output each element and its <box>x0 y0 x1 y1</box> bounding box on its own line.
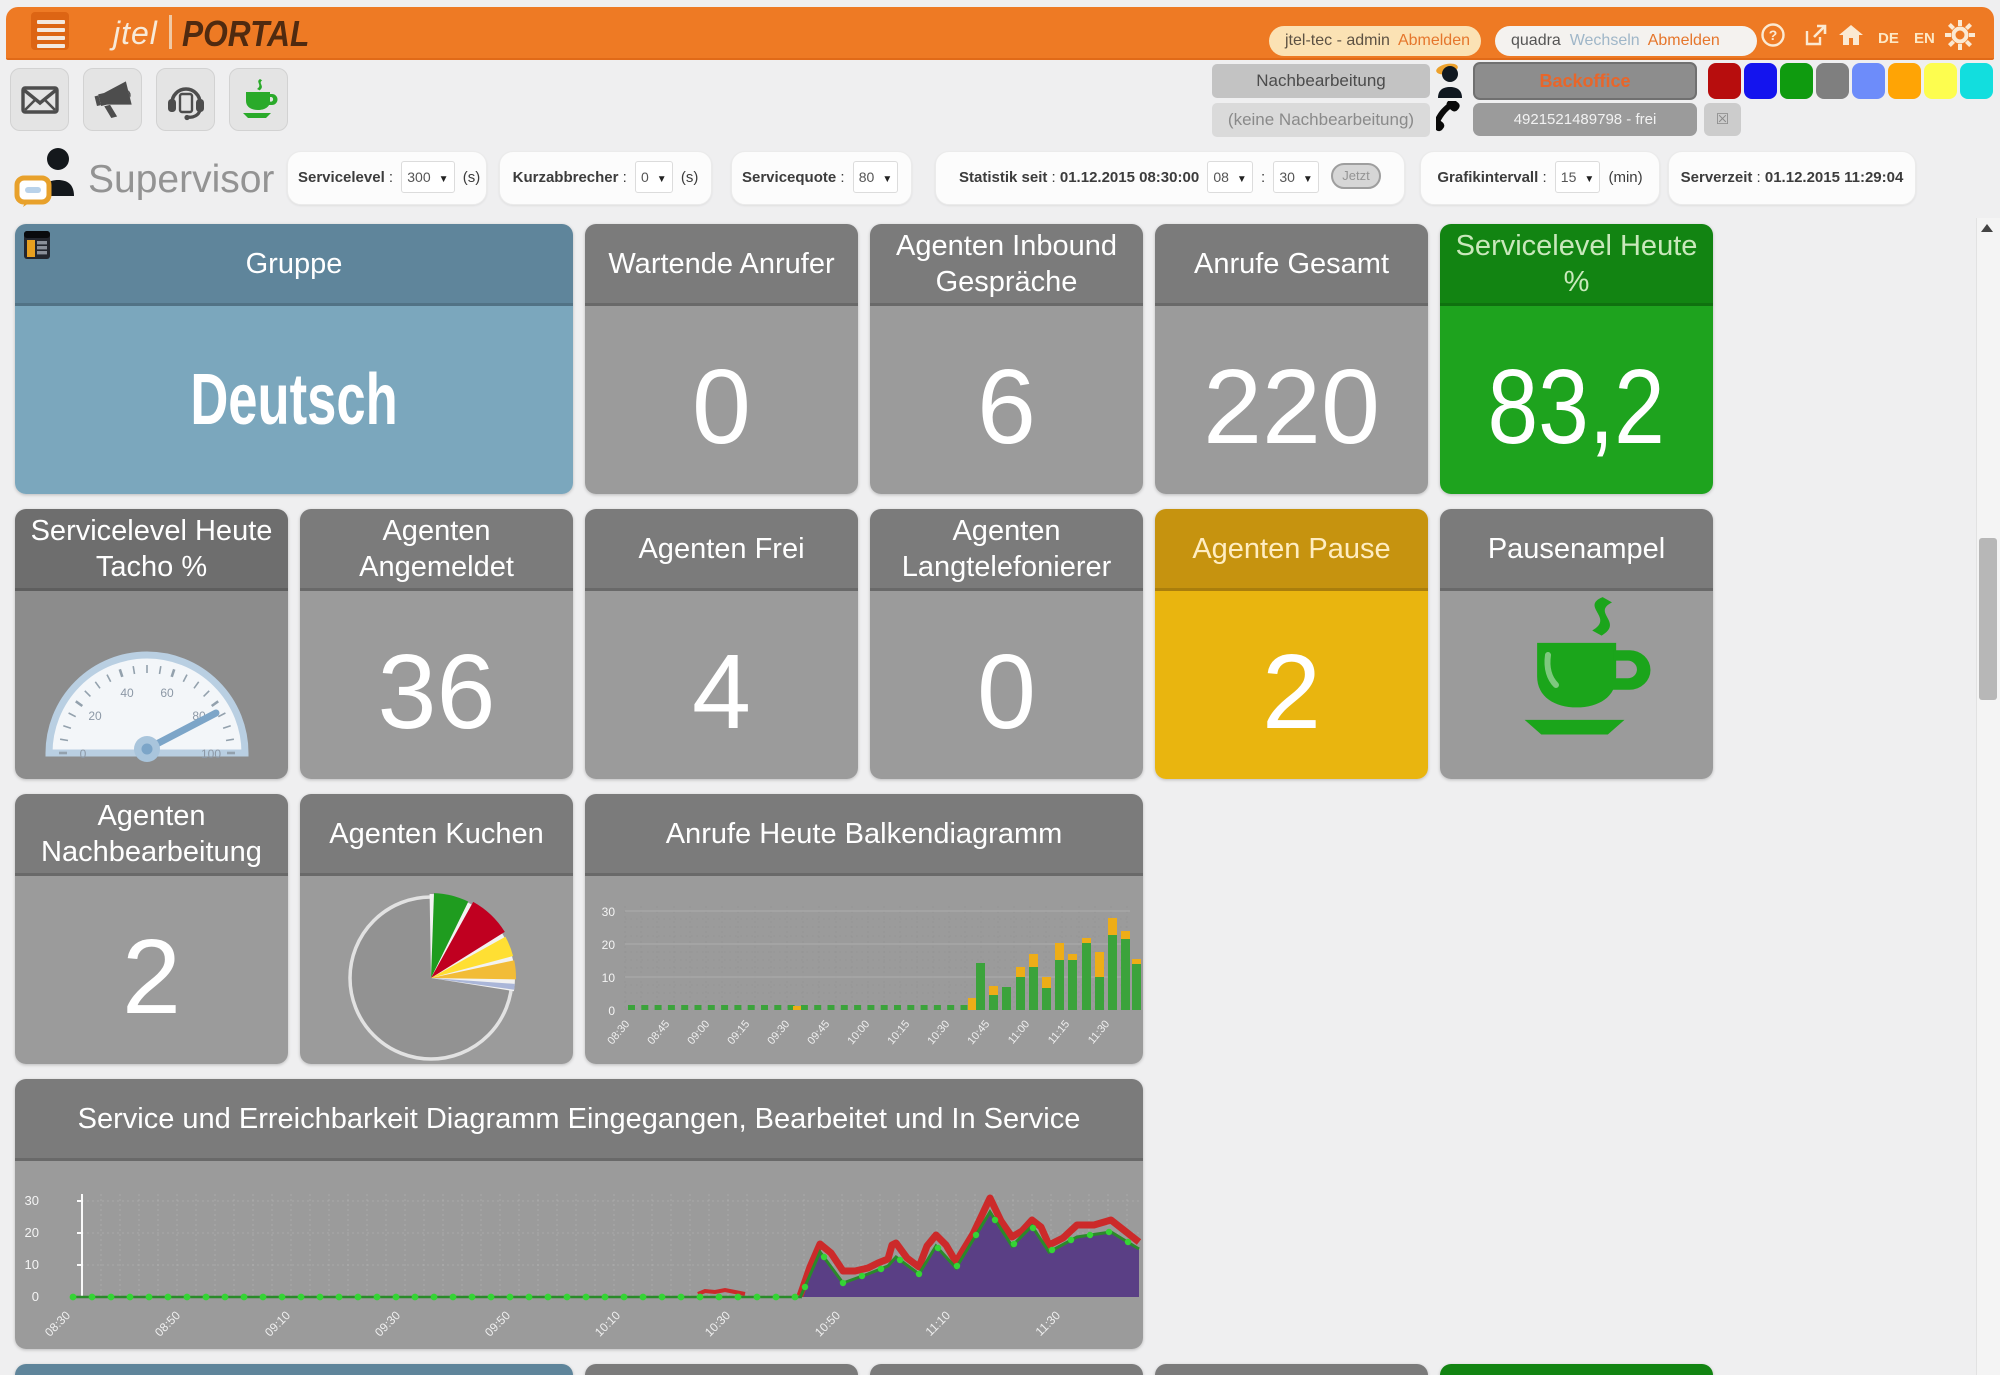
svg-text:10:50: 10:50 <box>812 1308 843 1339</box>
svg-text:08:50: 08:50 <box>152 1308 183 1339</box>
svg-text:11:15: 11:15 <box>1046 1018 1072 1046</box>
svg-text:09:45: 09:45 <box>805 1018 832 1047</box>
svg-text:10:45: 10:45 <box>965 1018 992 1047</box>
svg-text:20: 20 <box>25 1225 39 1240</box>
svg-text:0: 0 <box>608 1004 615 1018</box>
svg-text:10: 10 <box>602 971 616 985</box>
svg-text:10:00: 10:00 <box>845 1018 872 1047</box>
svg-text:40: 40 <box>120 686 134 700</box>
svg-text:10:15: 10:15 <box>885 1018 912 1047</box>
svg-text:?: ? <box>1769 27 1778 43</box>
svg-text:10:30: 10:30 <box>925 1018 952 1047</box>
svg-text:30: 30 <box>25 1193 39 1208</box>
svg-text:30: 30 <box>602 905 616 919</box>
svg-text:08:45: 08:45 <box>645 1018 672 1047</box>
svg-text:10:30: 10:30 <box>702 1308 733 1339</box>
svg-text:10:10: 10:10 <box>592 1308 623 1339</box>
svg-text:20: 20 <box>88 709 102 723</box>
svg-text:09:30: 09:30 <box>372 1308 403 1339</box>
svg-text:10: 10 <box>25 1257 39 1272</box>
svg-text:0: 0 <box>80 747 87 761</box>
svg-text:20: 20 <box>602 938 616 952</box>
svg-text:09:15: 09:15 <box>725 1018 752 1047</box>
svg-text:08:30: 08:30 <box>605 1018 632 1047</box>
svg-text:0: 0 <box>32 1289 39 1304</box>
svg-text:09:10: 09:10 <box>262 1308 293 1339</box>
svg-text:100: 100 <box>201 747 221 761</box>
svg-text:09:00: 09:00 <box>685 1018 712 1047</box>
svg-text:60: 60 <box>160 686 174 700</box>
svg-text:09:50: 09:50 <box>482 1308 513 1339</box>
svg-text:11:30: 11:30 <box>1086 1018 1112 1046</box>
svg-text:11:10: 11:10 <box>923 1308 954 1339</box>
svg-text:11:30: 11:30 <box>1033 1308 1064 1339</box>
svg-text:08:30: 08:30 <box>42 1308 73 1339</box>
svg-text:11:00: 11:00 <box>1006 1018 1032 1046</box>
svg-text:09:30: 09:30 <box>765 1018 792 1047</box>
